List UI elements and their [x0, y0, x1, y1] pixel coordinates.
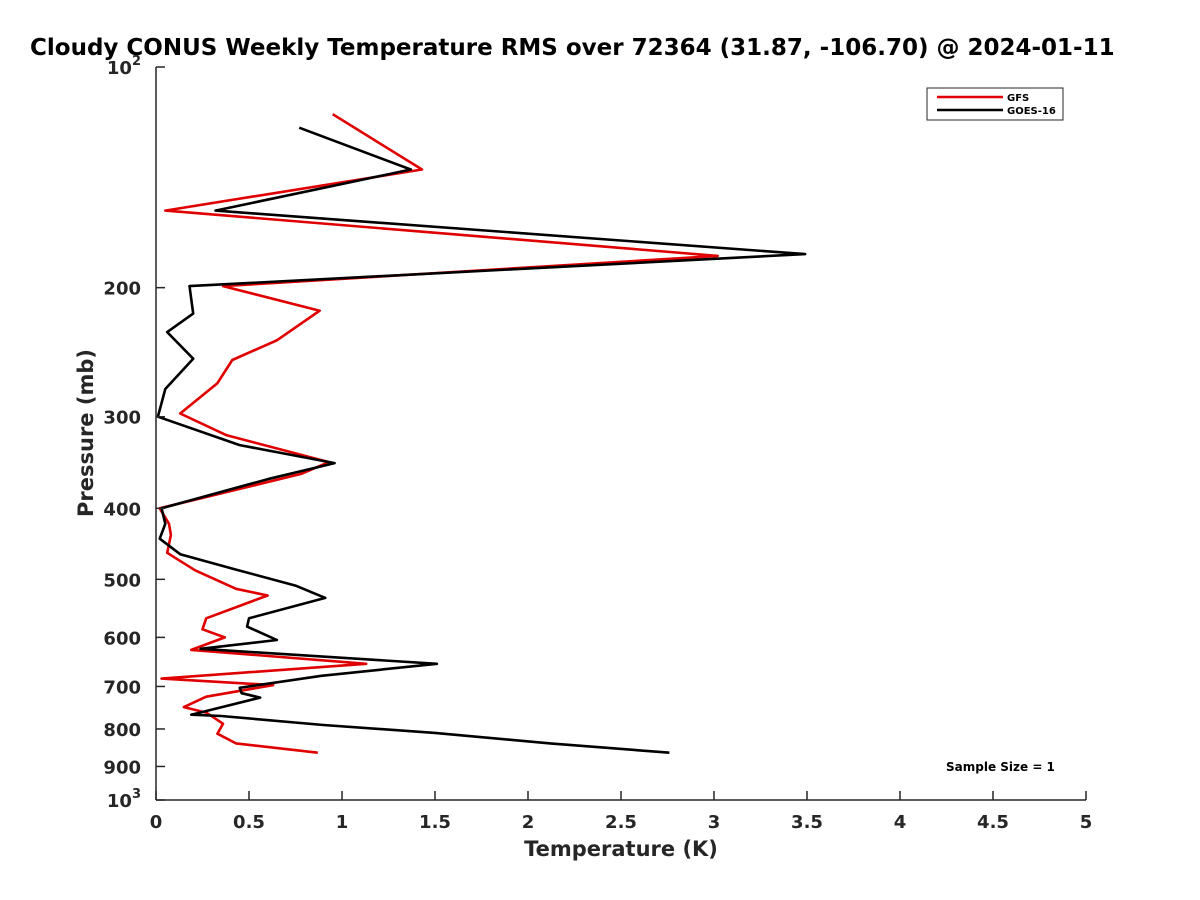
y-tick-label: 600 — [103, 628, 141, 649]
sample-size-annotation: Sample Size = 1 — [946, 760, 1055, 774]
y-tick-label: 700 — [103, 677, 141, 698]
y-axis-label: Pressure (mb) — [74, 349, 98, 517]
legend: GFS GOES-16 — [926, 87, 1064, 121]
y-tick-label: 800 — [103, 720, 141, 741]
x-tick-label: 3.5 — [791, 812, 823, 833]
y-tick-label: 300 — [103, 408, 141, 429]
x-tick-label: 3 — [708, 812, 721, 833]
chart-title: Cloudy CONUS Weekly Temperature RMS over… — [30, 35, 1115, 61]
x-axis-ticks: 0 0.5 1 1.5 2 2.5 3 3.5 4 4.5 5 — [150, 791, 1093, 833]
y-tick-label: 400 — [103, 499, 141, 520]
y-tick-label: 900 — [103, 757, 141, 778]
x-tick-label: 2.5 — [605, 812, 637, 833]
x-tick-label: 4 — [894, 812, 907, 833]
legend-label-gfs: GFS — [1007, 93, 1029, 104]
y-tick-label: 103 — [107, 787, 141, 812]
x-axis-label: Temperature (K) — [524, 837, 718, 861]
x-tick-label: 0 — [150, 812, 163, 833]
series-line-gfs — [158, 113, 720, 754]
x-tick-label: 1.5 — [419, 812, 451, 833]
y-tick-label: 102 — [107, 54, 141, 79]
y-tick-label: 500 — [103, 570, 141, 591]
legend-label-goes16: GOES-16 — [1007, 106, 1056, 117]
plot-area: 0 0.5 1 1.5 2 2.5 3 3.5 4 4.5 5 102 200 300 400 500 600… — [103, 54, 1092, 833]
legend-box — [926, 87, 1064, 121]
series-line-goes-16 — [156, 126, 807, 754]
y-tick-label: 200 — [103, 279, 141, 300]
series-layer — [156, 113, 807, 754]
x-tick-label: 0.5 — [233, 812, 265, 833]
x-tick-label: 4.5 — [977, 812, 1009, 833]
x-tick-label: 1 — [336, 812, 349, 833]
y-axis-ticks: 102 200 300 400 500 600 700 800 900 103 — [103, 54, 165, 812]
x-tick-label: 2 — [522, 812, 535, 833]
x-tick-label: 5 — [1080, 812, 1093, 833]
